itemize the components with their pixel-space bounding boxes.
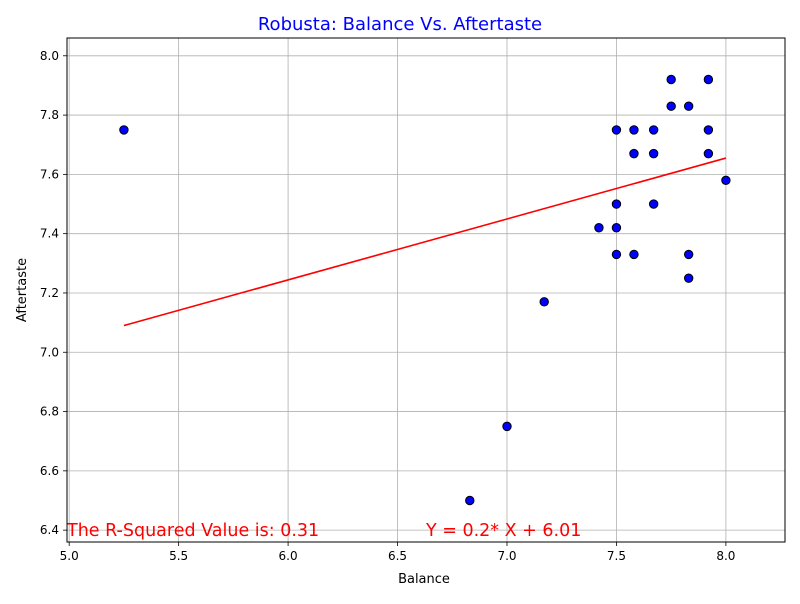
x-tick-label: 5.0	[60, 549, 79, 563]
y-tick-label: 8.0	[40, 49, 59, 63]
r-squared-annotation: The R-Squared Value is: 0.31	[66, 521, 319, 541]
y-tick-label: 7.0	[40, 345, 59, 359]
x-tick-label: 8.0	[716, 549, 735, 563]
annotations: The R-Squared Value is: 0.31 Y = 0.2* X +…	[66, 521, 581, 541]
y-tick-label: 7.8	[40, 108, 59, 122]
data-points	[119, 74, 731, 506]
equation-annotation: Y = 0.2* X + 6.01	[425, 521, 581, 541]
regression-layer	[123, 157, 727, 327]
scatter-point	[703, 74, 714, 85]
x-tick-label: 5.5	[169, 549, 188, 563]
scatter-point	[611, 199, 622, 209]
scatter-point	[611, 249, 622, 260]
y-tick-label: 7.6	[40, 167, 59, 181]
scatter-point	[703, 148, 714, 159]
axis-ticks: 5.0 5.5 6.0 6.5 7.0 7.5 8.0 6.4 6.6 6.8 7.0 7.2 7.4 7…	[40, 49, 736, 563]
x-tick-label: 7.0	[497, 549, 516, 563]
scatter-point	[629, 125, 639, 135]
scatter-point	[465, 495, 475, 506]
scatter-point	[683, 101, 694, 111]
scatter-point	[683, 249, 694, 260]
scatter-point	[611, 223, 622, 233]
y-tick-label: 6.4	[40, 523, 59, 537]
scatter-point	[611, 125, 622, 135]
y-tick-label: 6.8	[40, 405, 59, 419]
plot-frame	[66, 37, 786, 543]
scatter-point	[629, 249, 639, 260]
scatter-point	[666, 101, 676, 111]
scatter-point	[539, 297, 549, 307]
x-tick-label: 7.5	[607, 549, 626, 563]
scatter-point	[721, 175, 731, 186]
scatter-point	[648, 125, 659, 135]
y-tick-label: 6.6	[40, 464, 59, 478]
x-axis-label: Balance	[398, 572, 450, 587]
x-tick-label: 6.0	[279, 549, 298, 563]
scatter-point	[648, 199, 659, 209]
scatter-point	[648, 148, 659, 159]
x-tick-label: 6.5	[388, 549, 407, 563]
scatter-point	[629, 148, 639, 159]
scatter-point	[703, 125, 714, 135]
scatter-point	[683, 273, 694, 283]
chart-title: Robusta: Balance Vs. Aftertaste	[258, 14, 542, 35]
scatter-point	[502, 421, 512, 432]
scatter-point	[119, 125, 129, 135]
scatter-point	[666, 74, 676, 85]
scatter-point	[594, 223, 604, 233]
y-axis-label: Aftertaste	[15, 258, 30, 322]
regression-line	[123, 157, 727, 327]
y-tick-label: 7.2	[40, 286, 59, 300]
y-tick-label: 7.4	[40, 227, 59, 241]
grid-lines	[67, 38, 785, 542]
